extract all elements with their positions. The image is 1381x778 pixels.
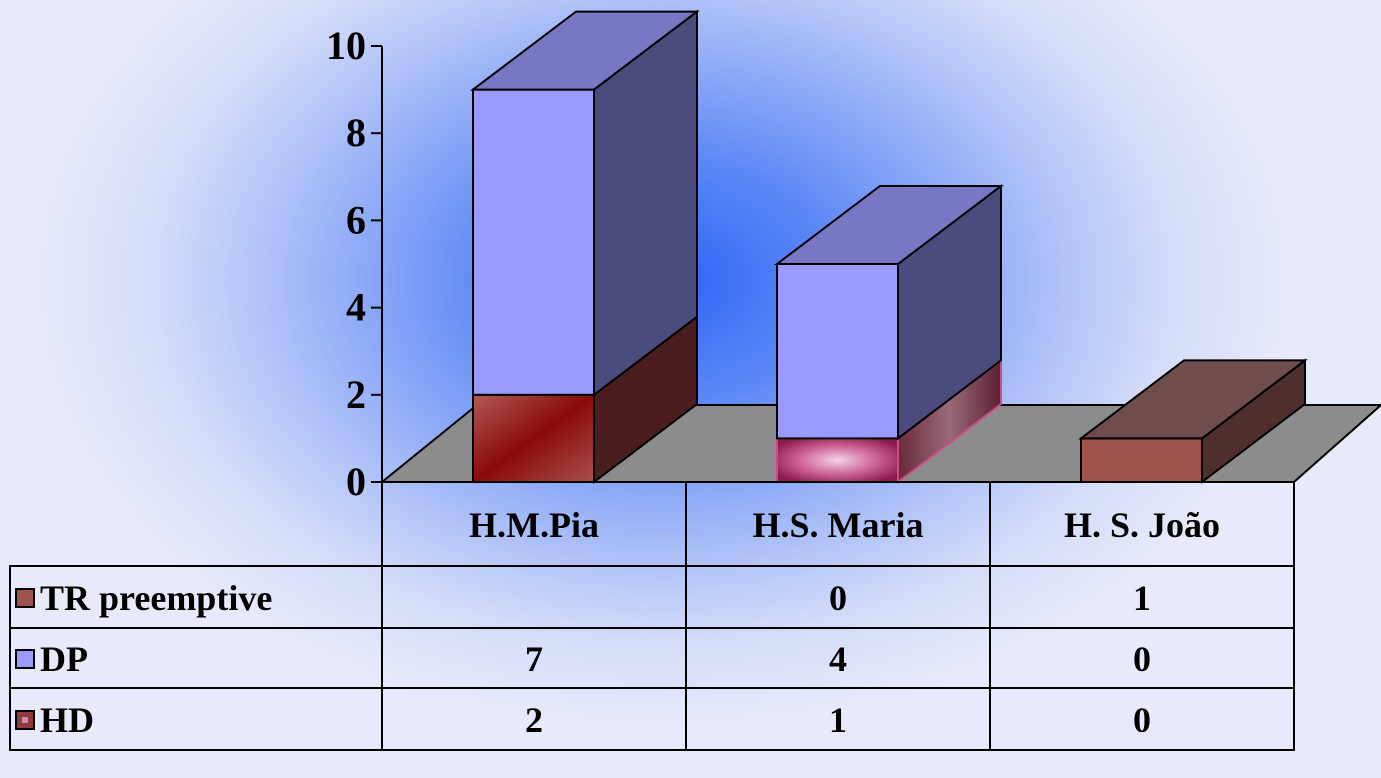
bar-group-h-m-pia [470,9,700,485]
bar-tr-preemptive [1080,437,1203,483]
y-tick-label: 2 [346,372,366,417]
bar-tr-preemptive-top [1078,359,1308,440]
legend-label-tr-preemptive: TR preemptive [40,578,272,618]
legend-key-dp [15,649,35,669]
y-tick-label: 10 [326,23,366,68]
table-cell: 0 [1133,700,1151,740]
bar-dp [776,263,899,440]
legend-key-hd-center [22,717,28,723]
category-label: H.S. Maria [753,505,924,545]
table-cell: 7 [525,639,543,679]
table-cell: 2 [525,700,543,740]
bar-group-h-s-jo-o [1078,358,1308,485]
table-cell: 0 [1133,639,1151,679]
bar-hd [472,393,595,483]
legend-key-tr-preemptive [15,588,35,608]
table-cell: 0 [829,578,847,618]
bar-group-h-s-maria [774,183,1004,485]
y-tick-label: 6 [346,197,366,242]
category-label: H. S. João [1064,505,1220,545]
bar-hd [776,437,899,483]
legend-label-dp: DP [40,639,88,679]
y-tick-label: 4 [346,285,366,330]
legend-label-hd: HD [40,700,94,740]
category-label: H.M.Pia [469,505,599,545]
y-tick-label: 8 [346,110,366,155]
table-body-box [9,565,1295,751]
bar-dp-top [470,10,700,91]
y-tick-label: 0 [346,459,366,504]
table-cell: 4 [829,639,847,679]
bar-dp [472,88,595,396]
table-cell: 1 [829,700,847,740]
table-cell: 1 [1133,578,1151,618]
bar-dp-top [774,185,1004,265]
